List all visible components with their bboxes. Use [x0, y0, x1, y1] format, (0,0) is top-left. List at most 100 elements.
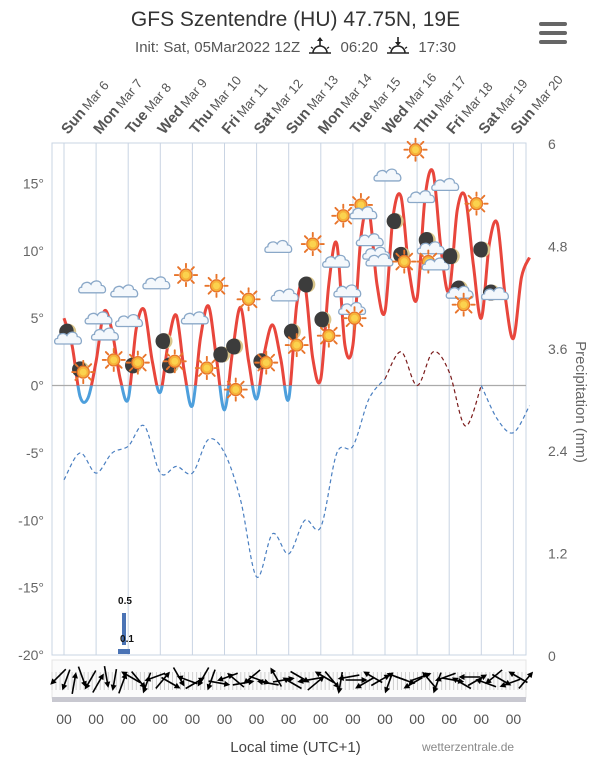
menu-bar: [539, 40, 567, 44]
time-tick-label: 00: [441, 711, 457, 727]
day-name: Wed: [379, 103, 412, 138]
wind-arrow-head: [422, 671, 429, 679]
precip-bar-label: 0.5: [118, 596, 132, 607]
wind-arrow-head: [163, 671, 170, 679]
wind-arrow-head: [480, 674, 488, 681]
wind-arrow: [355, 676, 375, 689]
day-name: Sun: [58, 105, 89, 138]
y-tick-label: -10°: [18, 512, 44, 528]
sun-icon: [254, 350, 279, 375]
moon-icon: [155, 333, 173, 350]
wind-arrow-head: [121, 671, 128, 678]
day-date: Mar 9: [177, 75, 210, 110]
moon-icon: [283, 323, 301, 340]
wind-arrow-head: [98, 673, 104, 681]
precip-line-blue: [480, 385, 531, 434]
sun-icon: [451, 292, 476, 317]
sunset-time: 17:30: [418, 39, 456, 56]
time-tick-label: 00: [88, 711, 104, 727]
cloud-icon: [321, 254, 351, 268]
menu-button[interactable]: [539, 22, 567, 44]
sun-icon: [223, 377, 248, 402]
moon-icon: [298, 276, 316, 293]
wind-arrow: [142, 672, 152, 694]
y-axis-temperature: -20° -15° -10° -5° 0° 5° 10° 15°: [18, 175, 44, 663]
wind-arrow: [103, 666, 111, 688]
wind-arrow-head: [333, 681, 340, 689]
wind-arrow-head: [297, 677, 304, 684]
wind-arrow: [370, 674, 391, 687]
day-name: Mon: [90, 103, 123, 138]
sun-icon: [284, 333, 309, 358]
sun-icon: [204, 273, 229, 298]
day-name: Sun: [283, 105, 314, 138]
y-tick-label: 0°: [31, 378, 44, 394]
wind-arrow: [121, 671, 141, 684]
temp-precip-series: [63, 350, 531, 578]
moon-icon: [226, 338, 244, 355]
day-name: Mon: [315, 103, 348, 138]
cloud-icon: [90, 327, 120, 341]
sun-icon: [162, 349, 187, 374]
wind-arrow-head: [475, 678, 483, 685]
wind-arrow-head: [176, 675, 184, 682]
wind-arrow: [345, 677, 368, 683]
wind-arrow: [155, 671, 170, 689]
y-tick-label: 15°: [23, 175, 44, 191]
y-tick-label: 10°: [23, 243, 44, 259]
wind-arrow-head: [110, 684, 117, 691]
wind-arrow-head: [355, 682, 362, 689]
wind-arrow-head: [173, 682, 181, 689]
day-name: Wed: [154, 103, 187, 138]
wind-arrow-head: [499, 681, 507, 688]
y-axis-precipitation: 0 1.2 2.4 3.6 4.8 6 Precipitation (mm): [548, 136, 589, 664]
sun-icon: [101, 347, 126, 372]
wind-arrow-head: [139, 681, 146, 689]
cloud-icon: [142, 276, 171, 290]
wind-arrow: [307, 675, 325, 691]
wind-arrow: [282, 677, 302, 690]
wind-arrow-head: [248, 679, 255, 686]
wind-arrow-head: [84, 682, 91, 690]
day-date: Mar 20: [528, 72, 566, 113]
wind-arrow-head: [434, 675, 442, 682]
wind-arrow-head: [288, 676, 295, 683]
time-tick-label: 00: [120, 711, 136, 727]
wind-strip: [50, 659, 534, 702]
time-tick-label: 00: [377, 711, 393, 727]
sunset-icon: [387, 37, 410, 54]
wind-arrow-head: [383, 674, 391, 681]
wind-arrow: [71, 672, 78, 694]
wind-arrow: [403, 676, 423, 689]
wind-arrow-head: [282, 677, 290, 684]
wind-arrow: [84, 670, 97, 690]
wind-arrow: [272, 676, 295, 683]
wind-arrow: [227, 672, 245, 688]
credit-link[interactable]: wetterzentrale.de: [422, 740, 515, 754]
y-tick-label: -5°: [26, 445, 44, 461]
sun-icon: [392, 249, 417, 274]
wind-arrow: [422, 671, 437, 689]
wind-arrow: [144, 672, 166, 682]
chart-grid: [51, 142, 527, 656]
time-tick-label: 00: [249, 711, 265, 727]
sun-icon: [125, 350, 150, 375]
menu-bar: [539, 31, 567, 35]
wind-arrow-head: [361, 677, 368, 683]
cloud-icon: [110, 284, 139, 298]
wind-arrow-head: [526, 671, 534, 679]
time-tick-label: 00: [474, 711, 490, 727]
precip-bar: [122, 613, 126, 645]
precip-tick-label: 6: [548, 136, 556, 152]
wind-arrow: [337, 674, 360, 681]
wind-arrow-head: [197, 679, 204, 687]
wind-arrow: [518, 671, 534, 689]
wind-arrow-head: [206, 683, 213, 691]
sun-icon: [342, 306, 367, 331]
sun-icon: [71, 360, 96, 385]
sunrise-time: 06:20: [340, 39, 379, 56]
wind-arrow: [256, 679, 279, 686]
wind-arrow: [434, 672, 456, 682]
time-tick-label: 00: [153, 711, 169, 727]
